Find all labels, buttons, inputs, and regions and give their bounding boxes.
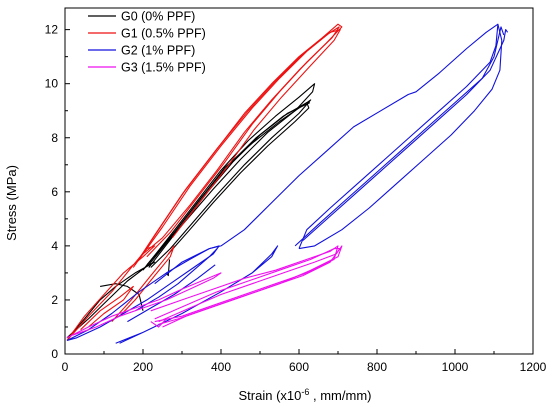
y-axis-ticks: 0 2 4 6 8 10 12 [45, 23, 70, 361]
series-line [298, 24, 499, 249]
legend-label: G1 (0.5% PPF) [121, 27, 206, 41]
x-axis-label-units: , mm/mm) [309, 388, 371, 403]
series-line [142, 83, 316, 271]
series-line [66, 272, 222, 339]
series-curves [66, 23, 509, 344]
y-tick-label: 2 [51, 293, 58, 307]
series-line [150, 245, 339, 323]
series-line [127, 264, 216, 323]
legend-label: G0 (0% PPF) [121, 10, 195, 24]
y-tick-label: 4 [51, 239, 58, 253]
y-tick-label: 10 [45, 77, 59, 91]
series-line [136, 29, 341, 263]
y-tick-label: 8 [51, 131, 58, 145]
series-line [134, 248, 218, 312]
series-line [100, 283, 144, 311]
series-line [154, 23, 503, 285]
x-tick-label: 0 [62, 360, 69, 374]
y-tick-label: 6 [51, 185, 58, 199]
x-tick-label: 200 [133, 360, 153, 374]
legend-label: G2 (1% PPF) [121, 44, 195, 58]
series-line [302, 29, 509, 241]
x-axis-label: Strain (x10-6 , mm/mm) [239, 387, 372, 403]
x-axis-label-main: Strain (x10 [239, 388, 302, 403]
series-line [150, 318, 167, 328]
x-axis-label-exponent: -6 [301, 387, 309, 397]
legend-label: G3 (1.5% PPF) [121, 61, 206, 75]
x-tick-label: 1000 [442, 360, 469, 374]
series-line [134, 26, 340, 266]
series-g3 [66, 245, 343, 339]
series-line [144, 99, 312, 268]
series-line [115, 245, 279, 344]
x-tick-label: 1200 [520, 360, 547, 374]
x-tick-label: 600 [289, 360, 309, 374]
x-tick-label: 400 [211, 360, 231, 374]
legend: G0 (0% PPF) G1 (0.5% PPF) G2 (1% PPF) G3 (1… [88, 10, 206, 75]
series-line [80, 285, 134, 331]
series-line [66, 261, 156, 339]
series-line [66, 245, 156, 341]
series-g1 [66, 23, 343, 341]
series-line [111, 245, 175, 322]
x-tick-label: 800 [367, 360, 387, 374]
series-g0 [66, 83, 316, 339]
y-tick-label: 12 [45, 23, 59, 37]
series-line [158, 245, 343, 328]
y-axis-label: Stress (MPa) [4, 165, 19, 241]
y-tick-label: 0 [51, 347, 58, 361]
series-line [294, 26, 505, 247]
series-line [146, 102, 310, 266]
x-axis-ticks: 0 200 400 600 800 1000 1200 [62, 349, 547, 374]
